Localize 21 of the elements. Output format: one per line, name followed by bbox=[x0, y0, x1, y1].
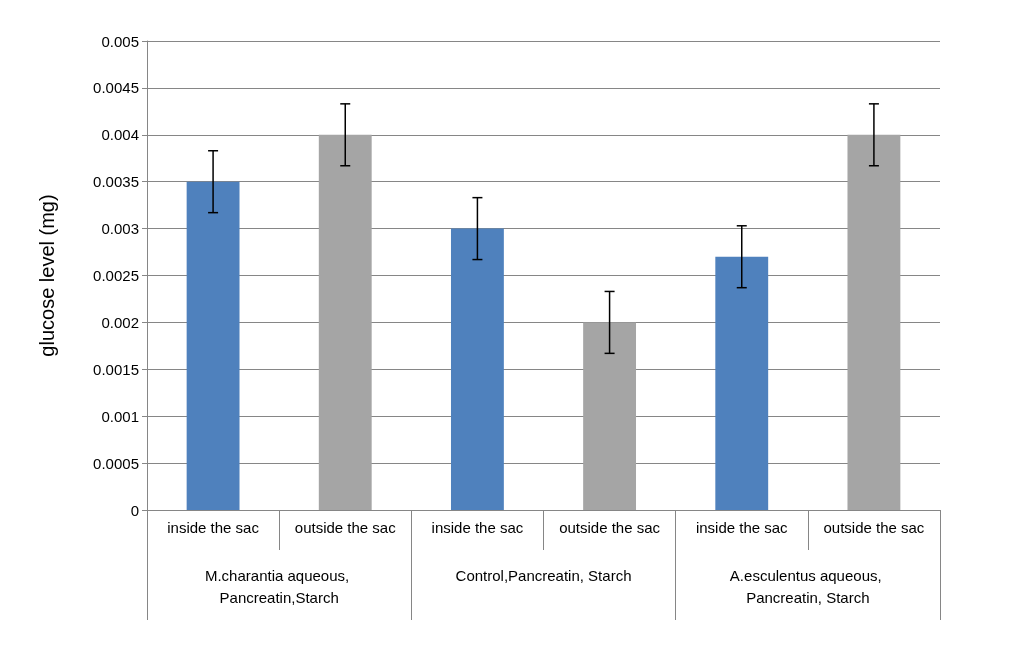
y-tick-label: 0 bbox=[130, 501, 139, 519]
y-tick-label: 0.0005 bbox=[93, 454, 139, 472]
x-tick-label: inside the sac bbox=[167, 519, 260, 536]
y-tick-label: 0.005 bbox=[101, 32, 139, 50]
x-tick-label: outside the sac bbox=[823, 519, 925, 536]
y-tick-label: 0.0015 bbox=[93, 360, 139, 378]
text: M.charantia aqueous, Pancreatin,Starch bbox=[204, 566, 354, 606]
y-tick-label: 0.001 bbox=[101, 407, 139, 425]
x-tick-label: inside the sac bbox=[695, 519, 789, 536]
text: Control,Pancreatin, Starch bbox=[455, 566, 632, 584]
x-tick-label: outside the sac bbox=[294, 519, 397, 536]
y-tick-label: 0.002 bbox=[101, 313, 139, 331]
y-axis-title: glucose level (mg) bbox=[36, 194, 58, 357]
y-tick-label: 0.0035 bbox=[93, 173, 139, 191]
text: A.esculentus aqueous, Pancreatin, Starch bbox=[729, 566, 886, 606]
y-tick-label: 0.003 bbox=[101, 220, 139, 238]
x-tick-label: outside the sac bbox=[559, 519, 661, 536]
y-tick-label: 0.004 bbox=[101, 126, 139, 144]
y-tick-label: 0.0045 bbox=[93, 79, 139, 97]
x-tick-label: inside the sac bbox=[431, 519, 524, 536]
y-tick-label: 0.0025 bbox=[93, 267, 139, 284]
